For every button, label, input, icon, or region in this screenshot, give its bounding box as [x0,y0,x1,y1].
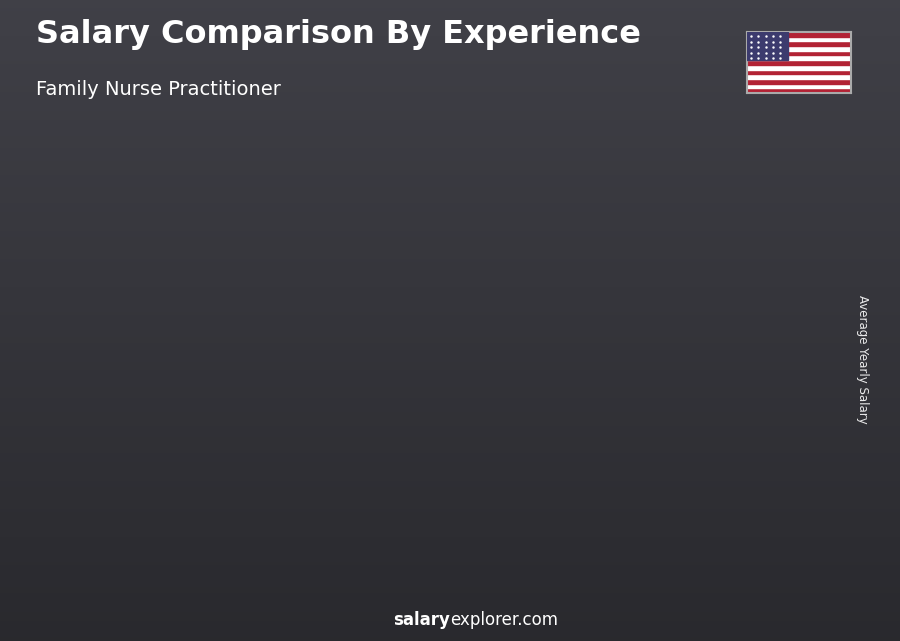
Bar [747,56,850,60]
Polygon shape [453,263,528,558]
Bar [747,60,850,65]
Polygon shape [528,551,540,558]
Polygon shape [74,436,149,558]
Text: 49,800 USD: 49,800 USD [55,397,133,411]
Polygon shape [528,262,540,558]
Bar [747,37,850,42]
Polygon shape [706,210,793,212]
Polygon shape [579,235,666,237]
Bar [747,51,850,56]
Text: 98,300 USD: 98,300 USD [317,285,395,298]
Bar [747,83,850,88]
Polygon shape [276,393,287,558]
Polygon shape [200,395,276,558]
Polygon shape [327,315,414,317]
Text: 66,500 USD: 66,500 USD [190,361,268,374]
Text: 120,000 USD: 120,000 USD [443,234,530,247]
Polygon shape [402,315,414,558]
Text: 131,000 USD: 131,000 USD [572,207,660,220]
Polygon shape [402,551,414,558]
Text: +48%: +48% [256,294,315,312]
Bar [747,74,850,79]
Polygon shape [706,212,781,558]
Text: +8%: +8% [642,176,688,194]
Bar [747,88,850,93]
Text: +34%: +34% [130,363,188,381]
Polygon shape [200,393,287,395]
Bar [747,69,850,74]
Bar [747,32,850,37]
Polygon shape [276,551,287,558]
Polygon shape [74,434,161,436]
Polygon shape [453,262,540,263]
Text: salary: salary [393,612,450,629]
Text: +22%: +22% [383,235,441,253]
Text: 141,000 USD: 141,000 USD [699,185,786,197]
Bar [747,42,850,46]
Text: Family Nurse Practitioner: Family Nurse Practitioner [36,80,281,99]
Bar [747,46,850,51]
Polygon shape [149,434,161,558]
Bar [747,32,788,60]
Text: explorer.com: explorer.com [450,612,558,629]
Polygon shape [579,237,655,558]
Bar [747,65,850,69]
Text: Average Yearly Salary: Average Yearly Salary [856,295,868,423]
Polygon shape [327,317,402,558]
Text: Salary Comparison By Experience: Salary Comparison By Experience [36,19,641,50]
Polygon shape [149,551,161,558]
Polygon shape [655,235,666,558]
Polygon shape [781,551,793,558]
Polygon shape [781,210,793,558]
Bar [747,79,850,83]
Polygon shape [655,551,666,558]
Text: +9%: +9% [516,201,561,219]
